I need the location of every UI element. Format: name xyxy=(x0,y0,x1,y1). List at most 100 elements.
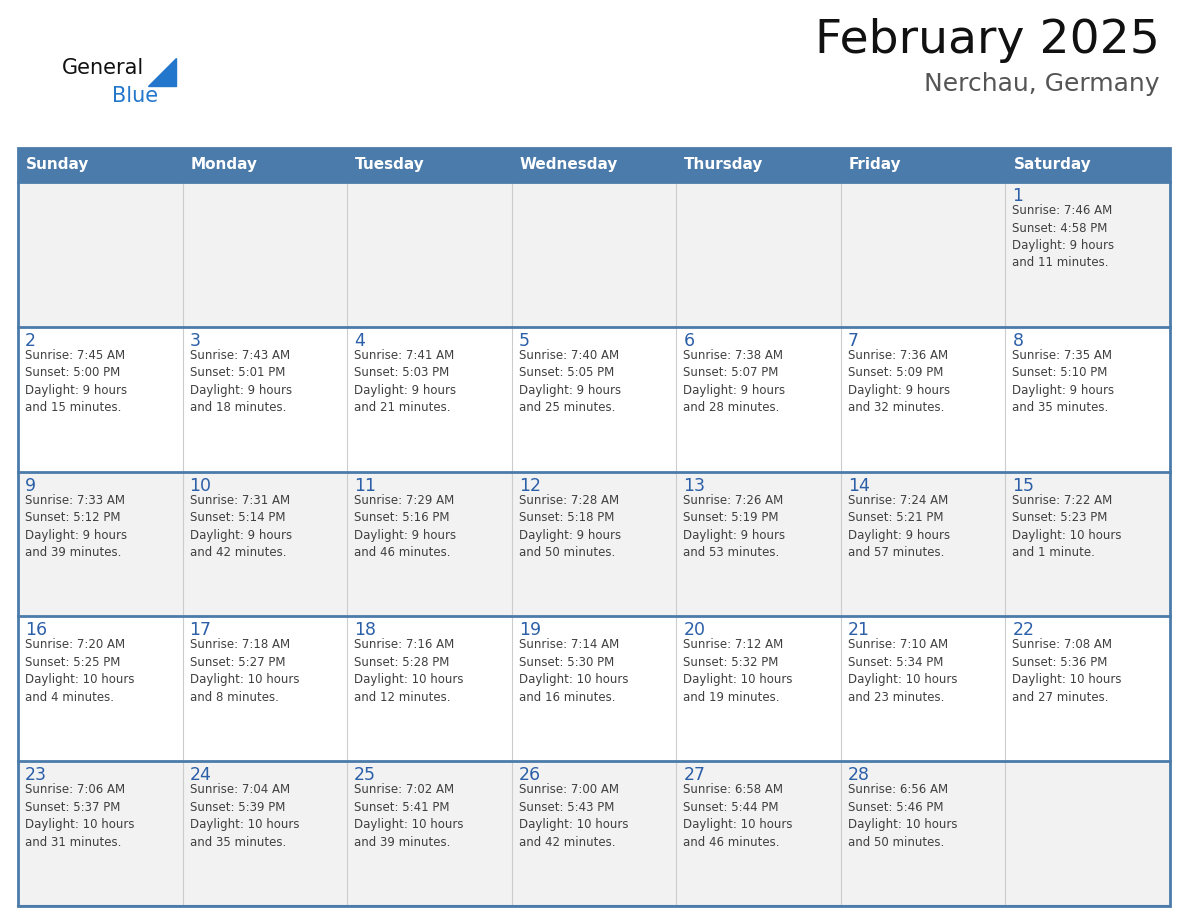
Bar xyxy=(1005,327,1170,472)
Bar xyxy=(347,148,512,182)
Text: 5: 5 xyxy=(519,331,530,350)
Text: General: General xyxy=(62,58,144,78)
Text: Sunrise: 7:31 AM
Sunset: 5:14 PM
Daylight: 9 hours
and 42 minutes.: Sunrise: 7:31 AM Sunset: 5:14 PM Dayligh… xyxy=(190,494,292,559)
Text: 8: 8 xyxy=(1012,331,1023,350)
Bar xyxy=(1005,472,1170,616)
Bar xyxy=(1005,148,1170,182)
Bar xyxy=(676,182,841,327)
Text: Sunrise: 7:38 AM
Sunset: 5:07 PM
Daylight: 9 hours
and 28 minutes.: Sunrise: 7:38 AM Sunset: 5:07 PM Dayligh… xyxy=(683,349,785,414)
Text: Sunrise: 6:58 AM
Sunset: 5:44 PM
Daylight: 10 hours
and 46 minutes.: Sunrise: 6:58 AM Sunset: 5:44 PM Dayligh… xyxy=(683,783,792,849)
Bar xyxy=(512,327,676,472)
Text: 11: 11 xyxy=(354,476,377,495)
Text: Sunrise: 7:00 AM
Sunset: 5:43 PM
Daylight: 10 hours
and 42 minutes.: Sunrise: 7:00 AM Sunset: 5:43 PM Dayligh… xyxy=(519,783,628,849)
Text: 1: 1 xyxy=(1012,187,1023,205)
Text: Monday: Monday xyxy=(190,158,258,173)
Bar xyxy=(676,761,841,906)
Text: Sunrise: 7:04 AM
Sunset: 5:39 PM
Daylight: 10 hours
and 35 minutes.: Sunrise: 7:04 AM Sunset: 5:39 PM Dayligh… xyxy=(190,783,299,849)
Bar xyxy=(183,472,347,616)
Text: Sunrise: 7:12 AM
Sunset: 5:32 PM
Daylight: 10 hours
and 19 minutes.: Sunrise: 7:12 AM Sunset: 5:32 PM Dayligh… xyxy=(683,638,792,704)
Bar xyxy=(841,472,1005,616)
Bar xyxy=(676,616,841,761)
Text: Sunrise: 7:22 AM
Sunset: 5:23 PM
Daylight: 10 hours
and 1 minute.: Sunrise: 7:22 AM Sunset: 5:23 PM Dayligh… xyxy=(1012,494,1121,559)
Bar xyxy=(1005,616,1170,761)
Bar xyxy=(676,472,841,616)
Text: Tuesday: Tuesday xyxy=(355,158,425,173)
Bar xyxy=(512,472,676,616)
Text: 17: 17 xyxy=(190,621,211,640)
Bar xyxy=(183,148,347,182)
Bar xyxy=(183,327,347,472)
Text: 19: 19 xyxy=(519,621,541,640)
Bar xyxy=(347,472,512,616)
Bar xyxy=(676,327,841,472)
Text: Sunrise: 7:06 AM
Sunset: 5:37 PM
Daylight: 10 hours
and 31 minutes.: Sunrise: 7:06 AM Sunset: 5:37 PM Dayligh… xyxy=(25,783,134,849)
Text: 4: 4 xyxy=(354,331,365,350)
Text: Friday: Friday xyxy=(849,158,902,173)
Text: 20: 20 xyxy=(683,621,706,640)
Text: 16: 16 xyxy=(25,621,48,640)
Bar xyxy=(18,182,183,327)
Polygon shape xyxy=(148,58,176,86)
Text: Sunrise: 7:08 AM
Sunset: 5:36 PM
Daylight: 10 hours
and 27 minutes.: Sunrise: 7:08 AM Sunset: 5:36 PM Dayligh… xyxy=(1012,638,1121,704)
Bar xyxy=(347,182,512,327)
Bar xyxy=(183,616,347,761)
Text: 25: 25 xyxy=(354,767,377,784)
Bar xyxy=(183,761,347,906)
Bar xyxy=(347,616,512,761)
Text: 14: 14 xyxy=(848,476,870,495)
Text: 26: 26 xyxy=(519,767,541,784)
Bar xyxy=(18,616,183,761)
Text: 18: 18 xyxy=(354,621,377,640)
Bar xyxy=(841,616,1005,761)
Text: Sunrise: 7:14 AM
Sunset: 5:30 PM
Daylight: 10 hours
and 16 minutes.: Sunrise: 7:14 AM Sunset: 5:30 PM Dayligh… xyxy=(519,638,628,704)
Text: Sunrise: 7:46 AM
Sunset: 4:58 PM
Daylight: 9 hours
and 11 minutes.: Sunrise: 7:46 AM Sunset: 4:58 PM Dayligh… xyxy=(1012,204,1114,270)
Text: Sunrise: 7:35 AM
Sunset: 5:10 PM
Daylight: 9 hours
and 35 minutes.: Sunrise: 7:35 AM Sunset: 5:10 PM Dayligh… xyxy=(1012,349,1114,414)
Text: 10: 10 xyxy=(190,476,211,495)
Text: 23: 23 xyxy=(25,767,48,784)
Bar xyxy=(1005,761,1170,906)
Bar xyxy=(841,148,1005,182)
Bar xyxy=(841,182,1005,327)
Text: February 2025: February 2025 xyxy=(815,18,1159,63)
Text: Sunrise: 7:29 AM
Sunset: 5:16 PM
Daylight: 9 hours
and 46 minutes.: Sunrise: 7:29 AM Sunset: 5:16 PM Dayligh… xyxy=(354,494,456,559)
Text: 21: 21 xyxy=(848,621,870,640)
Text: 9: 9 xyxy=(25,476,36,495)
Bar xyxy=(183,182,347,327)
Text: Wednesday: Wednesday xyxy=(519,158,618,173)
Bar xyxy=(18,148,183,182)
Bar xyxy=(1005,182,1170,327)
Text: Sunrise: 7:02 AM
Sunset: 5:41 PM
Daylight: 10 hours
and 39 minutes.: Sunrise: 7:02 AM Sunset: 5:41 PM Dayligh… xyxy=(354,783,463,849)
Text: Sunrise: 7:18 AM
Sunset: 5:27 PM
Daylight: 10 hours
and 8 minutes.: Sunrise: 7:18 AM Sunset: 5:27 PM Dayligh… xyxy=(190,638,299,704)
Text: 2: 2 xyxy=(25,331,36,350)
Text: 28: 28 xyxy=(848,767,870,784)
Text: Sunrise: 7:24 AM
Sunset: 5:21 PM
Daylight: 9 hours
and 57 minutes.: Sunrise: 7:24 AM Sunset: 5:21 PM Dayligh… xyxy=(848,494,950,559)
Bar xyxy=(676,148,841,182)
Text: Saturday: Saturday xyxy=(1013,158,1092,173)
Text: 15: 15 xyxy=(1012,476,1035,495)
Bar xyxy=(512,616,676,761)
Text: Sunrise: 7:28 AM
Sunset: 5:18 PM
Daylight: 9 hours
and 50 minutes.: Sunrise: 7:28 AM Sunset: 5:18 PM Dayligh… xyxy=(519,494,621,559)
Text: Sunrise: 6:56 AM
Sunset: 5:46 PM
Daylight: 10 hours
and 50 minutes.: Sunrise: 6:56 AM Sunset: 5:46 PM Dayligh… xyxy=(848,783,958,849)
Text: 7: 7 xyxy=(848,331,859,350)
Text: Thursday: Thursday xyxy=(684,158,764,173)
Text: 13: 13 xyxy=(683,476,706,495)
Bar xyxy=(18,327,183,472)
Bar xyxy=(512,148,676,182)
Text: Sunday: Sunday xyxy=(26,158,89,173)
Text: Sunrise: 7:41 AM
Sunset: 5:03 PM
Daylight: 9 hours
and 21 minutes.: Sunrise: 7:41 AM Sunset: 5:03 PM Dayligh… xyxy=(354,349,456,414)
Text: 22: 22 xyxy=(1012,621,1035,640)
Bar xyxy=(18,148,1170,906)
Text: 3: 3 xyxy=(190,331,201,350)
Text: 12: 12 xyxy=(519,476,541,495)
Text: Sunrise: 7:40 AM
Sunset: 5:05 PM
Daylight: 9 hours
and 25 minutes.: Sunrise: 7:40 AM Sunset: 5:05 PM Dayligh… xyxy=(519,349,621,414)
Text: Blue: Blue xyxy=(112,86,158,106)
Bar xyxy=(18,761,183,906)
Text: Sunrise: 7:45 AM
Sunset: 5:00 PM
Daylight: 9 hours
and 15 minutes.: Sunrise: 7:45 AM Sunset: 5:00 PM Dayligh… xyxy=(25,349,127,414)
Text: Sunrise: 7:20 AM
Sunset: 5:25 PM
Daylight: 10 hours
and 4 minutes.: Sunrise: 7:20 AM Sunset: 5:25 PM Dayligh… xyxy=(25,638,134,704)
Text: Sunrise: 7:10 AM
Sunset: 5:34 PM
Daylight: 10 hours
and 23 minutes.: Sunrise: 7:10 AM Sunset: 5:34 PM Dayligh… xyxy=(848,638,958,704)
Text: Sunrise: 7:33 AM
Sunset: 5:12 PM
Daylight: 9 hours
and 39 minutes.: Sunrise: 7:33 AM Sunset: 5:12 PM Dayligh… xyxy=(25,494,127,559)
Bar xyxy=(347,761,512,906)
Text: 27: 27 xyxy=(683,767,706,784)
Text: 6: 6 xyxy=(683,331,695,350)
Text: Sunrise: 7:16 AM
Sunset: 5:28 PM
Daylight: 10 hours
and 12 minutes.: Sunrise: 7:16 AM Sunset: 5:28 PM Dayligh… xyxy=(354,638,463,704)
